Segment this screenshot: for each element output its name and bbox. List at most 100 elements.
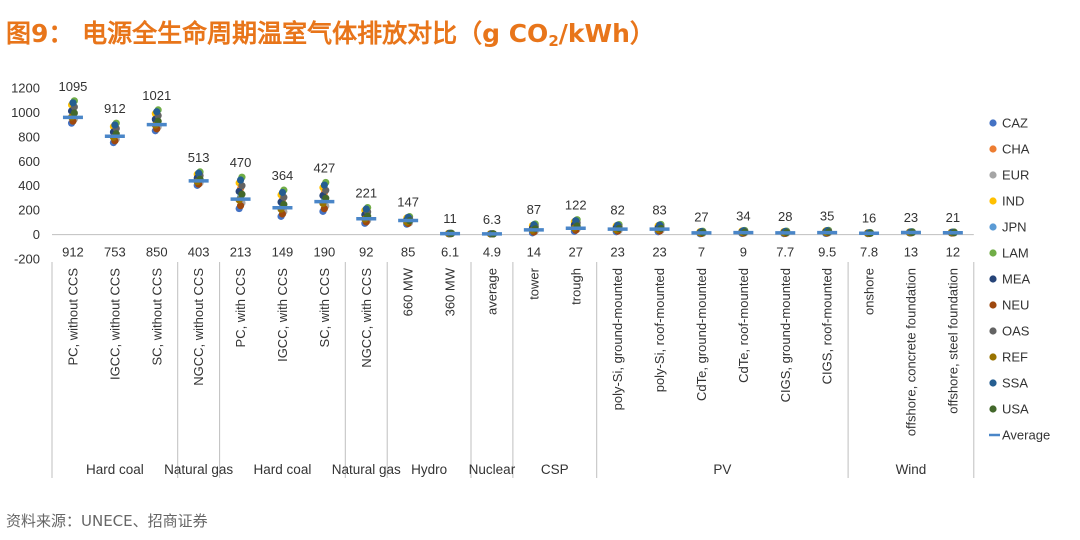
data-point-ssa xyxy=(320,181,328,189)
max-value-label: 147 xyxy=(397,195,419,210)
y-tick-label: 0 xyxy=(33,227,40,242)
data-point-ssa xyxy=(195,169,203,177)
min-value-label: 12 xyxy=(946,245,960,260)
max-value-label: 470 xyxy=(230,155,252,170)
max-value-label: 122 xyxy=(565,198,587,213)
min-value-label: 149 xyxy=(272,245,294,260)
y-tick-label: 800 xyxy=(18,129,40,144)
min-value-label: 753 xyxy=(104,245,126,260)
legend-swatch-ind xyxy=(989,197,997,205)
group-label: Natural gas xyxy=(164,462,233,477)
group-label: Natural gas xyxy=(332,462,401,477)
min-value-label: 403 xyxy=(188,245,210,260)
category-label: SC, without CCS xyxy=(149,268,164,366)
max-value-label: 82 xyxy=(610,203,624,218)
min-value-label: 23 xyxy=(610,245,624,260)
legend-label: MEA xyxy=(1002,272,1031,287)
legend-label: LAM xyxy=(1002,246,1029,261)
data-point-ssa xyxy=(278,188,287,197)
y-tick-label: 400 xyxy=(18,178,40,193)
category-label: poly-Si, ground-mounted xyxy=(610,268,625,410)
data-point-oas xyxy=(238,182,246,190)
max-value-label: 6.3 xyxy=(483,212,501,227)
min-value-label: 850 xyxy=(146,245,168,260)
max-value-label: 1095 xyxy=(58,79,87,94)
max-value-label: 427 xyxy=(313,160,335,175)
y-tick-label: -200 xyxy=(14,252,40,267)
data-point-ssa xyxy=(362,205,370,213)
data-point-ssa xyxy=(153,108,161,116)
min-value-label: 27 xyxy=(569,245,583,260)
category-label: PC, without CCS xyxy=(65,268,80,366)
legend-label: IND xyxy=(1002,194,1024,209)
min-value-label: 7.8 xyxy=(860,245,878,260)
max-value-label: 221 xyxy=(355,186,377,201)
y-tick-label: 600 xyxy=(18,154,40,169)
min-value-label: 912 xyxy=(62,245,84,260)
group-label: Nuclear xyxy=(469,462,516,477)
min-value-label: 213 xyxy=(230,245,252,260)
y-tick-label: 200 xyxy=(18,203,40,218)
data-point-ssa xyxy=(111,121,119,129)
category-label: trough xyxy=(568,268,583,305)
max-value-label: 23 xyxy=(904,210,918,225)
legend-swatch-eur xyxy=(989,171,997,179)
legend-label: EUR xyxy=(1002,168,1029,183)
category-label: tower xyxy=(526,267,541,299)
min-value-label: 4.9 xyxy=(483,245,501,260)
group-label: CSP xyxy=(541,462,569,477)
min-value-label: 13 xyxy=(904,245,918,260)
legend-swatch-usa xyxy=(989,405,997,413)
legend-swatch-ssa xyxy=(989,379,997,387)
data-point-usa xyxy=(70,109,78,117)
min-value-label: 7 xyxy=(698,245,705,260)
legend-swatch-jpn xyxy=(989,223,997,231)
category-label: CIGS, ground-mounted xyxy=(778,268,793,402)
min-value-label: 7.7 xyxy=(776,245,794,260)
legend-label: OAS xyxy=(1002,324,1030,339)
emissions-chart: -200 0 200 400 600 800 1000 1200 PC, without CCS… xyxy=(11,79,1050,478)
group-label: Hard coal xyxy=(254,462,312,477)
legend-swatch-neu xyxy=(989,301,997,309)
category-label: offshore, steel foundation xyxy=(945,268,960,414)
max-value-label: 28 xyxy=(778,209,792,224)
title-subscript: 2 xyxy=(548,32,559,50)
legend-label: USA xyxy=(1002,402,1029,417)
legend-swatch-lam xyxy=(989,249,997,257)
y-tick-label: 1200 xyxy=(11,81,40,96)
max-value-label: 34 xyxy=(736,208,750,223)
max-value-label: 364 xyxy=(272,168,294,183)
category-label: average xyxy=(484,268,499,315)
max-value-label: 27 xyxy=(694,209,708,224)
legend-label: Average xyxy=(1002,428,1050,443)
max-value-label: 83 xyxy=(652,202,666,217)
category-label: IGCC, with CCS xyxy=(275,268,290,362)
data-point-ssa xyxy=(236,176,245,184)
legend-swatch-caz xyxy=(989,119,997,127)
min-value-label: 190 xyxy=(313,245,335,260)
category-label: SC, with CCS xyxy=(317,268,332,348)
category-label: 360 MW xyxy=(443,267,458,316)
min-value-label: 14 xyxy=(527,245,541,260)
group-label: Hard coal xyxy=(86,462,144,477)
legend-label: NEU xyxy=(1002,298,1029,313)
max-value-label: 16 xyxy=(862,211,876,226)
min-value-label: 23 xyxy=(652,245,666,260)
max-value-label: 87 xyxy=(527,202,541,217)
category-label: PC, with CCS xyxy=(233,268,248,348)
max-value-label: 21 xyxy=(946,210,960,225)
group-label: PV xyxy=(713,462,731,477)
min-value-label: 9.5 xyxy=(818,245,836,260)
chart-title: 图9： 电源全生命周期温室气体排放对比（g CO2/kWh） xyxy=(6,14,655,50)
y-tick-label: 1000 xyxy=(11,105,40,120)
max-value-label: 513 xyxy=(188,150,210,165)
min-value-label: 92 xyxy=(359,245,373,260)
group-label: Hydro xyxy=(411,462,447,477)
data-point-usa xyxy=(238,190,246,198)
category-label: CIGS, roof-mounted xyxy=(820,268,835,384)
category-label: NGCC, without CCS xyxy=(191,268,206,386)
data-point-neu xyxy=(236,202,245,210)
category-label: onshore xyxy=(862,268,877,315)
legend-label: CAZ xyxy=(1002,116,1028,131)
category-label: CdTe, ground-mounted xyxy=(694,268,709,401)
